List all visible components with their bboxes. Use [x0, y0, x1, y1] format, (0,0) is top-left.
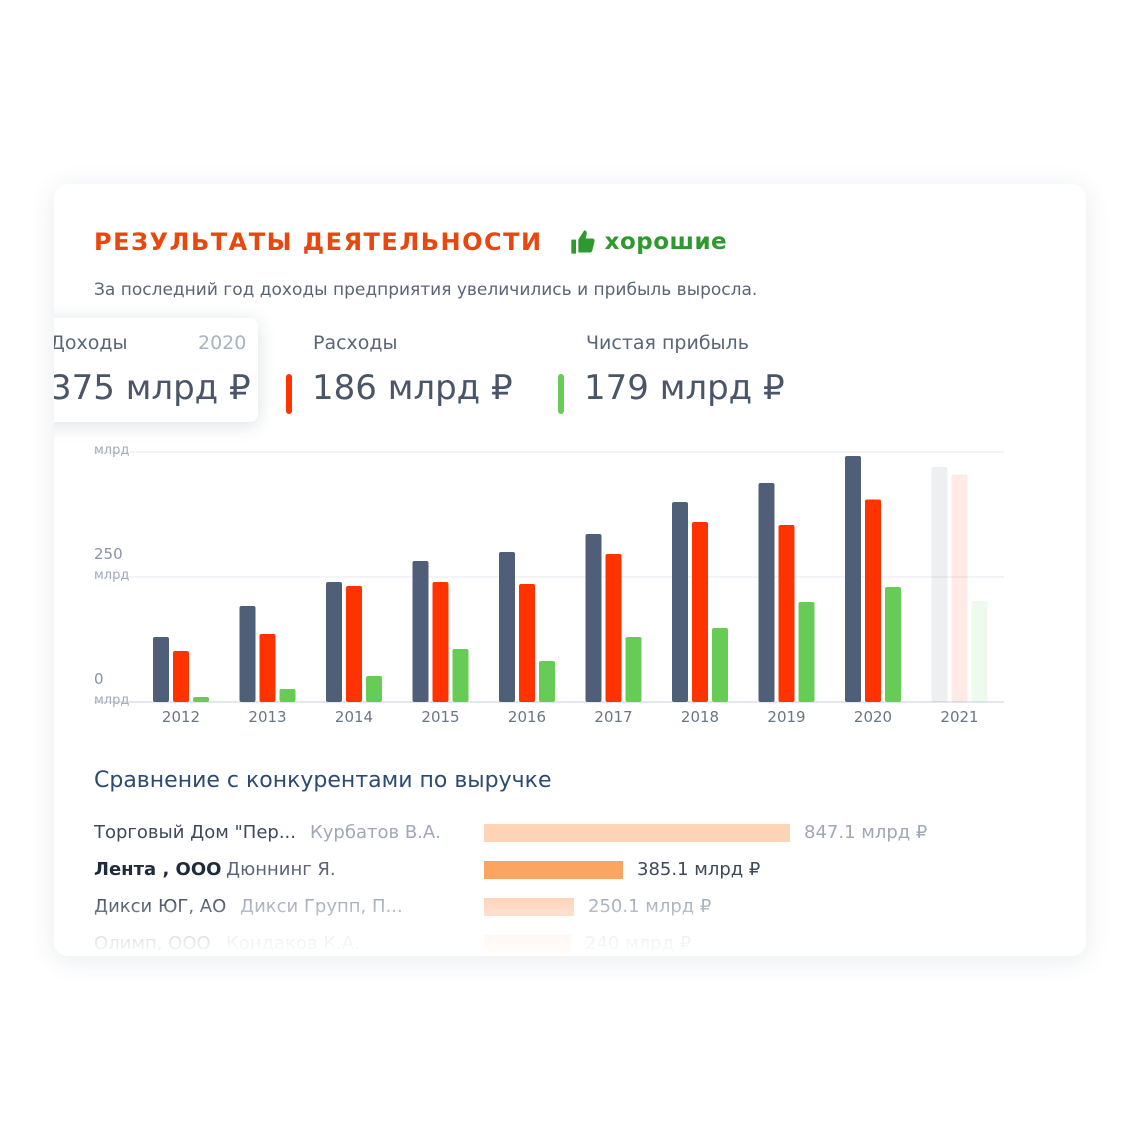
metric-color-bar	[558, 374, 564, 414]
competitor-revenue-value: 847.1 млрд ₽	[804, 822, 928, 843]
bar-чистая-прибыль-2014[interactable]	[366, 676, 382, 702]
bar-расходы-2014[interactable]	[346, 586, 362, 702]
bar-доходы-2017[interactable]	[585, 534, 602, 702]
bar-чистая-прибыль-2021[interactable]	[971, 601, 988, 702]
rating-label: хорошие	[604, 229, 728, 255]
x-tick-label: 2013	[248, 708, 286, 726]
metric-value: 179 млрд ₽	[584, 368, 785, 408]
bar-расходы-2018[interactable]	[692, 522, 708, 702]
x-tick-label: 2017	[594, 708, 632, 726]
metric-value: 375 млрд ₽	[54, 368, 251, 408]
title-row: РЕЗУЛЬТАТЫ ДЕЯТЕЛЬНОСТИ хорошие	[94, 228, 727, 256]
competitor-revenue-value: 250.1 млрд ₽	[588, 896, 712, 917]
y-tick-label: 250	[94, 545, 123, 563]
x-tick-label: 2012	[162, 708, 200, 726]
x-tick-label: 2018	[681, 708, 719, 726]
competitor-head: Дикси Групп, П...	[240, 896, 403, 917]
competitor-head: Курбатов В.А.	[310, 822, 441, 843]
x-tick-label: 2014	[335, 708, 373, 726]
metric-label: Доходы	[54, 332, 128, 354]
competitor-revenue-bar	[484, 824, 790, 842]
bar-чистая-прибыль-2016[interactable]	[539, 661, 555, 702]
bar-доходы-2019[interactable]	[758, 483, 775, 702]
bar-чистая-прибыль-2018[interactable]	[712, 628, 728, 702]
competitor-row[interactable]: Лента , ООО Дюннинг Я. 385.1 млрд ₽	[94, 857, 1054, 885]
metric-label: Чистая прибыль	[586, 332, 749, 354]
y-tick-unit: млрд	[94, 568, 129, 583]
bar-чистая-прибыль-2019[interactable]	[798, 602, 815, 702]
metric-value: 186 млрд ₽	[312, 368, 513, 408]
competitor-revenue-value: 385.1 млрд ₽	[637, 859, 761, 880]
summary-text: За последний год доходы предприятия увел…	[94, 280, 758, 300]
x-tick-label: 2015	[421, 708, 459, 726]
bar-доходы-2012[interactable]	[153, 637, 169, 702]
bar-чистая-прибыль-2012[interactable]	[193, 697, 209, 702]
y-tick-unit: млрд	[94, 443, 129, 458]
competitor-revenue-value: 240 млрд ₽	[585, 933, 692, 954]
competitor-row[interactable]: Торговый Дом "Пер... Курбатов В.А. 847.1 м…	[94, 820, 1054, 848]
competitor-name[interactable]: Лента , ООО	[94, 859, 222, 880]
competitor-head: Кондаков К.А.	[226, 933, 360, 954]
x-tick-label: 2016	[508, 708, 546, 726]
metric-year: 2020	[198, 332, 247, 354]
competitor-head: Дюннинг Я.	[226, 859, 336, 880]
competitor-row[interactable]: Олимп, ООО Кондаков К.А. 240 млрд ₽	[94, 931, 1054, 956]
competitor-revenue-bar	[484, 898, 574, 916]
competitor-name[interactable]: Олимп, ООО	[94, 933, 211, 954]
bar-расходы-2021[interactable]	[951, 474, 968, 703]
metric-highlight-box	[54, 318, 258, 422]
bar-расходы-2012[interactable]	[173, 651, 189, 702]
bar-расходы-2013[interactable]	[259, 634, 276, 702]
x-tick-label: 2020	[854, 708, 892, 726]
revenue-bar-chart: 0 млрд 250 млрд 500 млрд 2012 2013 2014 2015 2016 2…	[94, 434, 1004, 726]
thumbs-up-icon	[570, 230, 595, 254]
metric-income[interactable]: Доходы 2020 375 млрд ₽	[54, 322, 258, 412]
bar-чистая-прибыль-2017[interactable]	[625, 637, 642, 702]
metric-color-bar	[286, 374, 292, 414]
results-card: РЕЗУЛЬТАТЫ ДЕЯТЕЛЬНОСТИ хорошие За после…	[54, 184, 1086, 956]
bar-расходы-2015[interactable]	[432, 582, 449, 702]
y-tick-unit: млрд	[94, 693, 129, 708]
bar-доходы-2015[interactable]	[412, 561, 429, 702]
metric-label: Расходы	[313, 332, 398, 354]
bar-чистая-прибыль-2020[interactable]	[885, 587, 901, 702]
bar-чистая-прибыль-2013[interactable]	[279, 689, 296, 702]
bar-доходы-2016[interactable]	[499, 552, 515, 702]
bar-доходы-2018[interactable]	[672, 502, 688, 702]
y-tick-label: 500	[94, 434, 123, 438]
competitor-revenue-bar	[484, 861, 623, 879]
bar-чистая-прибыль-2015[interactable]	[452, 649, 469, 702]
bar-доходы-2020[interactable]	[845, 456, 861, 702]
rating-badge: хорошие	[569, 228, 728, 256]
bar-доходы-2021[interactable]	[931, 467, 948, 702]
bar-доходы-2013[interactable]	[239, 606, 256, 702]
competitor-row[interactable]: Дикси ЮГ, АО Дикси Групп, П... 250.1 млрд …	[94, 894, 1054, 922]
x-tick-label: 2021	[940, 708, 978, 726]
metric-net-profit[interactable]: Чистая прибыль 179 млрд ₽	[558, 322, 818, 414]
section-title: РЕЗУЛЬТАТЫ ДЕЯТЕЛЬНОСТИ	[94, 228, 543, 256]
x-tick-label: 2019	[767, 708, 805, 726]
competitors-title: Сравнение с конкурентами по выручке	[94, 768, 552, 793]
competitor-name[interactable]: Торговый Дом "Пер...	[94, 822, 296, 843]
competitor-name[interactable]: Дикси ЮГ, АО	[94, 896, 227, 917]
metric-expenses[interactable]: Расходы 186 млрд ₽	[286, 322, 526, 414]
bar-расходы-2017[interactable]	[605, 554, 622, 702]
y-tick-label: 0	[94, 670, 104, 688]
bar-расходы-2019[interactable]	[778, 525, 795, 702]
bar-доходы-2014[interactable]	[326, 582, 342, 702]
competitor-revenue-bar	[484, 935, 571, 953]
bar-расходы-2020[interactable]	[865, 499, 881, 703]
bar-расходы-2016[interactable]	[519, 584, 535, 702]
